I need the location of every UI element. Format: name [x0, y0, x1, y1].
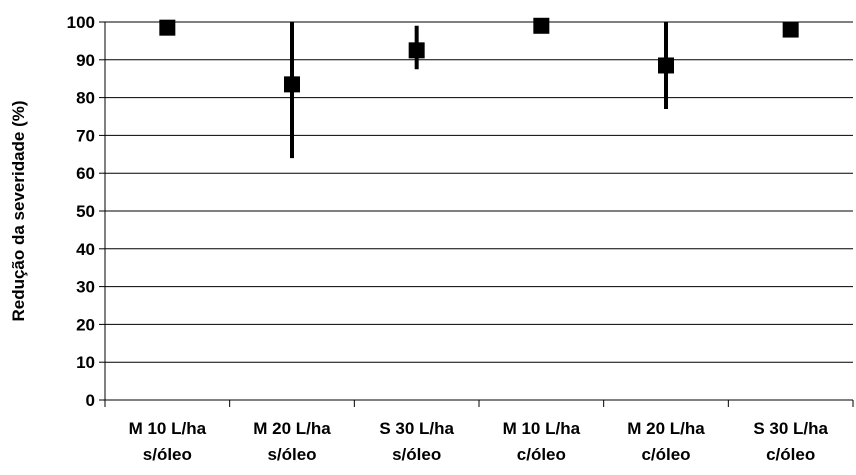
- y-axis-title: Redução da severidade (%): [9, 100, 28, 321]
- data-point: [159, 19, 176, 36]
- data-point: [408, 42, 425, 59]
- y-tick-label: 50: [76, 202, 95, 221]
- data-point: [782, 21, 799, 38]
- y-tick-label: 80: [76, 89, 95, 108]
- y-tick-label: 90: [76, 51, 95, 70]
- x-tick-label: M 20 L/ha s/óleo: [253, 419, 331, 464]
- y-tick-label: 70: [76, 126, 95, 145]
- y-tick-label: 40: [76, 240, 95, 259]
- x-tick-label: M 10 L/ha c/óleo: [503, 419, 581, 464]
- y-tick-label: 60: [76, 164, 95, 183]
- y-tick-label: 100: [67, 13, 95, 32]
- x-tick-label: M 20 L/ha c/óleo: [627, 419, 705, 464]
- data-point: [533, 17, 550, 34]
- y-tick-label: 30: [76, 278, 95, 297]
- x-tick-label: M 10 L/ha s/óleo: [129, 419, 207, 464]
- y-tick-label: 20: [76, 315, 95, 334]
- y-tick-label: 0: [86, 391, 95, 410]
- x-tick-label: S 30 L/ha c/óleo: [753, 419, 828, 464]
- data-point: [658, 57, 674, 74]
- x-tick-label: S 30 L/ha s/óleo: [379, 419, 454, 464]
- y-tick-label: 10: [76, 353, 95, 372]
- data-point: [284, 76, 300, 93]
